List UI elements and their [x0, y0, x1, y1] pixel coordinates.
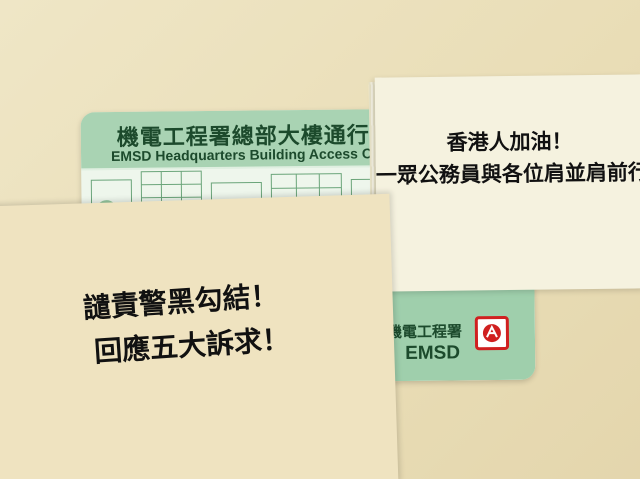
- sticky-note-left: 譴責警黑勾結！ 回應五大訴求！: [0, 193, 399, 479]
- note-left-line-1: 譴責警黑勾結！: [81, 278, 280, 325]
- card-title-english: EMSD Headquarters Building Access Card: [110, 145, 394, 165]
- sticky-note-right: 香港人加油！ 一眾公務員與各位肩並肩前行: [374, 74, 640, 292]
- card-org-english: EMSD: [405, 342, 461, 364]
- note-right-line-2: 一眾公務員與各位肩並肩前行: [375, 160, 640, 188]
- note-left-line-2: 回應五大訴求！: [93, 322, 291, 369]
- note-right-line-1: 香港人加油！: [446, 129, 573, 155]
- card-org-chinese: 機電工程署: [386, 322, 463, 342]
- emsd-logo-icon: [474, 315, 510, 351]
